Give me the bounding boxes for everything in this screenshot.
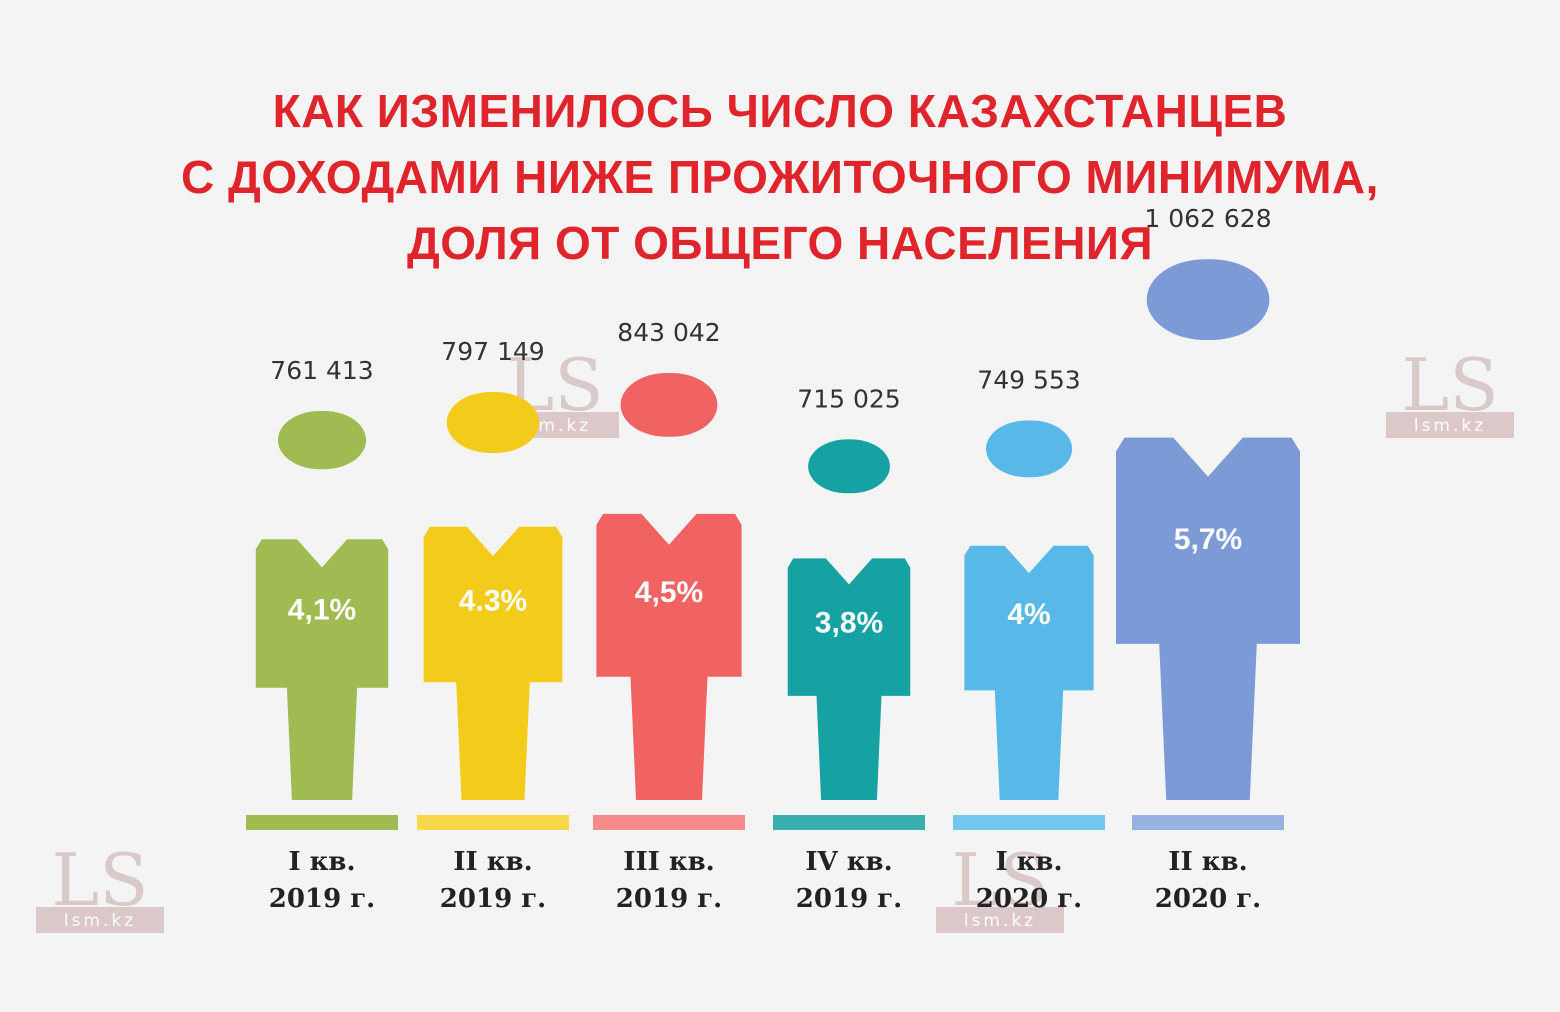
base-bar [1132, 815, 1284, 830]
figure-group: 715 025 3,8% IV кв. 2019 г. [773, 384, 925, 914]
person-head [986, 420, 1073, 478]
watermark-strip [36, 907, 164, 933]
category-quarter-label: IV кв. [805, 847, 892, 877]
person-head [808, 439, 890, 494]
base-bar [246, 815, 398, 830]
person-head [446, 392, 540, 453]
person-body [596, 513, 742, 800]
base-bar [953, 815, 1105, 830]
base-bar [417, 815, 569, 830]
watermark-site-text: lsm.kz [64, 911, 136, 931]
category-year-label: 2020 г. [976, 884, 1082, 914]
figure-group: 1 062 628 5,7% II кв. 2020 г. [1116, 204, 1300, 914]
watermark-site-text: lsm.kz [1414, 416, 1486, 436]
chart-title: КАК ИЗМЕНИЛОСЬ ЧИСЛО КАЗАХСТАНЦЕВ С ДОХО… [0, 78, 1560, 276]
count-label: 797 149 [441, 337, 544, 366]
base-bar [773, 815, 925, 830]
figure-group: 843 042 4,5% III кв. 2019 г. [593, 318, 745, 914]
category-quarter-label: III кв. [623, 847, 714, 877]
category-quarter-label: I кв. [288, 847, 355, 877]
category-quarter-label: I кв. [995, 847, 1062, 877]
person-body [787, 558, 911, 800]
person-head [620, 373, 718, 437]
figures: 761 413 4,1% I кв. 2019 г. 797 149 4.3% II кв.… [246, 204, 1300, 914]
count-label: 843 042 [617, 318, 720, 347]
person-body [964, 545, 1094, 800]
figure-group: 797 149 4.3% II кв. 2019 г. [417, 337, 569, 914]
person-body [423, 526, 563, 800]
count-label: 761 413 [270, 356, 373, 385]
title-line: КАК ИЗМЕНИЛОСЬ ЧИСЛО КАЗАХСТАНЦЕВ [272, 85, 1288, 137]
percent-label: 4% [1007, 598, 1050, 631]
count-label: 715 025 [797, 384, 900, 413]
category-quarter-label: II кв. [1168, 847, 1247, 877]
percent-label: 4,5% [635, 576, 703, 609]
watermark-strip [1386, 412, 1514, 438]
category-year-label: 2019 г. [440, 884, 546, 914]
category-year-label: 2019 г. [616, 884, 722, 914]
percent-label: 3,8% [815, 607, 883, 640]
category-year-label: 2019 г. [796, 884, 902, 914]
percent-label: 5,7% [1174, 523, 1242, 556]
person-body [1116, 437, 1300, 800]
figure-group: 749 553 4% I кв. 2020 г. [953, 366, 1105, 914]
watermark-strip [936, 907, 1064, 933]
title-line: ДОЛЯ ОТ ОБЩЕГО НАСЕЛЕНИЯ [406, 217, 1154, 269]
person-body [255, 539, 389, 800]
percent-label: 4.3% [459, 585, 527, 618]
person-head [1146, 259, 1270, 340]
category-quarter-label: II кв. [453, 847, 532, 877]
watermark-site-text: lsm.kz [964, 911, 1036, 931]
count-label: 1 062 628 [1144, 204, 1271, 233]
title-line: С ДОХОДАМИ НИЖЕ ПРОЖИТОЧНОГО МИНИМУМА, [181, 151, 1379, 203]
count-label: 749 553 [977, 366, 1080, 395]
figure-group: 761 413 4,1% I кв. 2019 г. [246, 356, 398, 914]
base-bar [593, 815, 745, 830]
person-head [277, 411, 367, 470]
category-year-label: 2019 г. [269, 884, 375, 914]
percent-label: 4,1% [288, 594, 356, 627]
category-year-label: 2020 г. [1155, 884, 1261, 914]
